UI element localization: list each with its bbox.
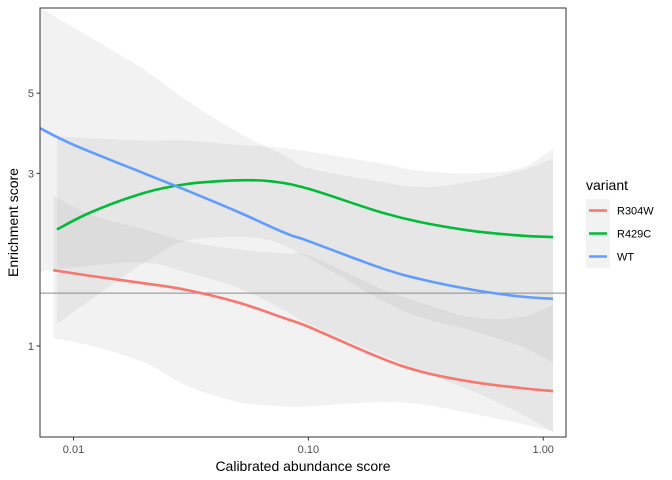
series-line-r304w <box>53 268 554 393</box>
series-line-wt <box>40 127 554 301</box>
y-tick-label: 3 <box>28 168 34 180</box>
series-line-r429c <box>56 178 554 239</box>
y-tick-label: 5 <box>28 88 34 100</box>
confidence-band-wt <box>40 8 553 432</box>
y-tick-label: 1 <box>28 341 34 353</box>
x-tick-label: 0.01 <box>63 444 84 456</box>
legend-label-wt: WT <box>617 252 634 264</box>
legend-label-r304w: R304W <box>617 206 654 218</box>
series-lines <box>40 127 554 393</box>
y-axis-title: Enrichment score <box>5 168 21 277</box>
x-axis-title: Calibrated abundance score <box>215 458 390 474</box>
legend-label-r429c: R429C <box>617 229 651 241</box>
plot-panel-border <box>39 7 567 438</box>
axes: 0.01 0.10 1.00 1 3 5 <box>28 88 554 456</box>
legend: variant R304W R429C WT <box>586 177 654 268</box>
x-tick-label: 0.10 <box>298 444 319 456</box>
legend-title: variant <box>586 177 628 193</box>
confidence-band-r429c <box>56 136 553 363</box>
x-tick-label: 1.00 <box>533 444 554 456</box>
